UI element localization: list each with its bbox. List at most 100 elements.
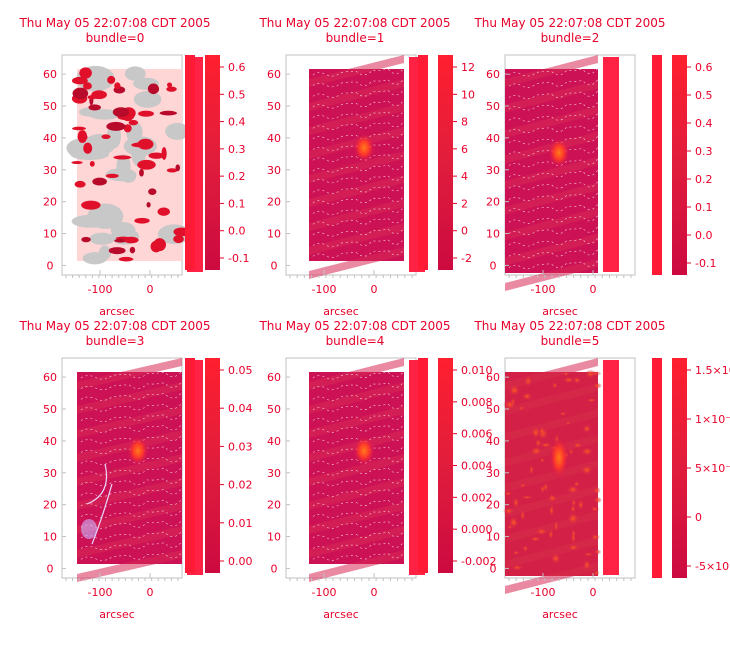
red-blotch	[87, 95, 97, 100]
ytick-label: 10	[267, 228, 281, 241]
ytick-label: 40	[486, 435, 500, 448]
panel-title: Thu May 05 22:07:08 CDT 2005	[258, 16, 450, 30]
cbar-tick-label: -2	[461, 252, 472, 265]
source-blob	[547, 137, 570, 168]
map-streak	[77, 526, 182, 558]
map-streak	[505, 106, 598, 138]
cbar-tick-label: 0.1	[695, 201, 713, 214]
red-blotch	[157, 207, 170, 216]
panel-bundle3: 0 10 20 30 40 50 60 -100 0 arcsec Thu May 05 22:07…	[18, 319, 252, 621]
x-axis-label: arcsec	[542, 305, 578, 318]
cbar-tick-label: 0	[461, 225, 468, 238]
colorbar-strip	[652, 55, 662, 275]
colorbar-strip	[418, 358, 428, 573]
xtick-label: -100	[88, 586, 113, 599]
contour-line	[80, 413, 183, 423]
noise-spot	[539, 441, 553, 449]
red-blotch	[79, 67, 92, 79]
map-streak	[77, 406, 182, 438]
ytick-label: 50	[267, 100, 281, 113]
source-blob	[353, 435, 376, 466]
grey-patch	[98, 245, 112, 260]
cbar-tick-label: -0.1	[695, 257, 716, 270]
red-blotch	[159, 110, 177, 116]
xtick-label: -100	[531, 586, 556, 599]
red-blotch	[72, 126, 86, 131]
contour-line	[312, 519, 405, 529]
contour-line	[80, 541, 183, 551]
contour-line	[312, 541, 405, 551]
contour-line	[312, 413, 405, 423]
red-blotch	[88, 104, 101, 111]
grey-patch	[89, 232, 115, 245]
noise-spot	[566, 511, 580, 526]
ytick-label: 30	[43, 467, 57, 480]
contour-line	[80, 487, 183, 497]
ytick-label: 50	[43, 100, 57, 113]
panel-title: Thu May 05 22:07:08 CDT 2005	[258, 319, 450, 333]
colorbar	[205, 358, 220, 573]
colorbar	[205, 55, 220, 270]
xtick-label: 0	[371, 283, 378, 296]
noise-spot	[512, 550, 520, 556]
cbar-tick-label: 0	[695, 511, 702, 524]
contour-line	[312, 120, 405, 130]
map-streak	[77, 454, 182, 486]
contour-line	[312, 88, 405, 98]
noise-spot	[529, 536, 542, 542]
red-blotch	[71, 161, 83, 165]
noise-spot	[568, 448, 574, 455]
noise-spot	[523, 375, 533, 388]
xtick-label: 0	[147, 283, 154, 296]
ytick-label: 40	[43, 435, 57, 448]
cbar-tick-label: 0.5	[695, 89, 713, 102]
grey-patch	[165, 122, 190, 140]
panel-subtitle: bundle=3	[86, 334, 145, 348]
noise-spot	[582, 559, 592, 571]
ytick-label: 20	[43, 499, 57, 512]
map-streak	[77, 550, 182, 582]
map-streak	[309, 502, 404, 534]
noise-spot	[512, 496, 520, 509]
contour-line	[312, 509, 405, 519]
map-streak	[505, 55, 598, 87]
xtick-label: -100	[88, 283, 113, 296]
panel-subtitle: bundle=1	[326, 31, 385, 45]
noise-spot	[593, 496, 603, 504]
panel-title: Thu May 05 22:07:08 CDT 2005	[473, 16, 665, 30]
colorbar-strip	[185, 358, 195, 573]
cbar-tick-label: 0.4	[695, 117, 713, 130]
ytick-label: 40	[267, 132, 281, 145]
cbar-tick-label: 8	[461, 116, 468, 129]
noise-spot	[577, 499, 585, 511]
contour-line	[312, 184, 405, 194]
map-streak	[77, 478, 182, 510]
red-blotch	[106, 121, 126, 131]
red-blotch	[92, 177, 107, 186]
ytick-label: 10	[267, 531, 281, 544]
colorbar-strip	[185, 55, 195, 270]
map-streak	[77, 358, 182, 390]
red-blotch	[131, 142, 149, 148]
contour-line	[80, 423, 183, 433]
ytick-label: 20	[486, 499, 500, 512]
cbar-tick-label: 0.010	[461, 364, 493, 377]
noise-spot	[562, 371, 570, 377]
contour-line	[312, 216, 405, 226]
noise-spot	[572, 376, 582, 385]
panel-bundle5: 0 10 20 30 40 50 60 -100 0 arcsec Thu May 05 22:07…	[473, 319, 730, 621]
panel-subtitle: bundle=5	[541, 334, 600, 348]
red-blotch	[139, 168, 144, 177]
map-streak	[309, 55, 404, 87]
ytick-label: 10	[43, 531, 57, 544]
noise-spot	[530, 425, 541, 440]
red-blotch	[113, 155, 132, 160]
contour-line	[312, 498, 405, 508]
cbar-tick-label: 0.004	[461, 460, 493, 473]
red-blotch	[146, 202, 151, 208]
ytick-label: 30	[43, 164, 57, 177]
source-blob	[126, 435, 149, 466]
noise-bg	[505, 372, 598, 576]
ytick-label: 50	[486, 100, 500, 113]
colorbar-strip	[652, 358, 662, 578]
